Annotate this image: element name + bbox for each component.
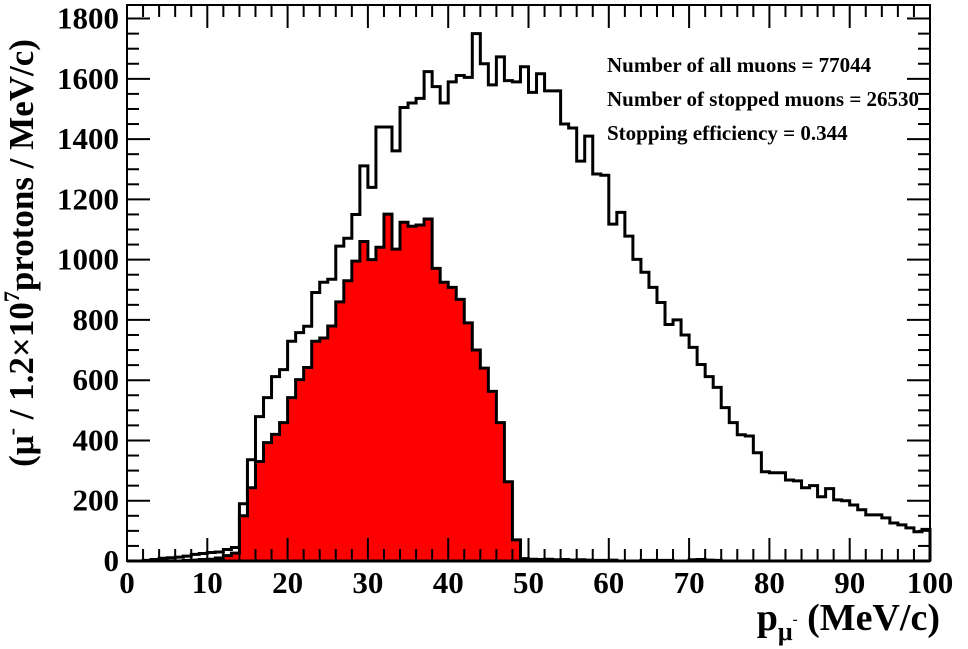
- annotation-stopped-muons: Number of stopped muons = 26530: [607, 87, 920, 111]
- plot-frame: [126, 4, 931, 562]
- annotation-all-muons: Number of all muons = 77044: [607, 53, 872, 77]
- annotation-stopping-efficiency: Stopping efficiency = 0.344: [607, 121, 848, 145]
- x-tick-label: 70: [674, 565, 705, 600]
- x-axis-title: pμ- (MeV/c): [756, 597, 940, 646]
- x-tick-label: 40: [433, 565, 464, 600]
- y-tick-label: 200: [73, 483, 120, 518]
- x-tick-label: 60: [593, 565, 624, 600]
- y-tick-label: 1800: [57, 1, 119, 36]
- x-tick-label: 100: [907, 565, 954, 600]
- y-tick-label: 0: [104, 543, 120, 578]
- y-tick-label: 1600: [57, 61, 119, 96]
- stopped-muons-histogram: [127, 212, 930, 563]
- x-tick-label: 90: [834, 565, 865, 600]
- y-tick-label: 1000: [57, 242, 119, 277]
- x-tick-label: 50: [513, 565, 544, 600]
- y-tick-label: 1400: [57, 121, 119, 156]
- y-axis-title: (μ- / 1.2×107protons / MeV/c): [0, 39, 41, 467]
- y-tick-label: 1200: [57, 181, 119, 216]
- y-tick-label: 400: [73, 422, 120, 457]
- x-tick-label: 80: [754, 565, 785, 600]
- x-tick-label: 20: [272, 565, 303, 600]
- all-muons-histogram: [127, 32, 932, 563]
- x-tick-label: 0: [119, 565, 135, 600]
- x-tick-label: 30: [352, 565, 383, 600]
- x-tick-label: 10: [192, 565, 223, 600]
- y-tick-label: 800: [73, 302, 120, 337]
- y-tick-label: 600: [73, 362, 120, 397]
